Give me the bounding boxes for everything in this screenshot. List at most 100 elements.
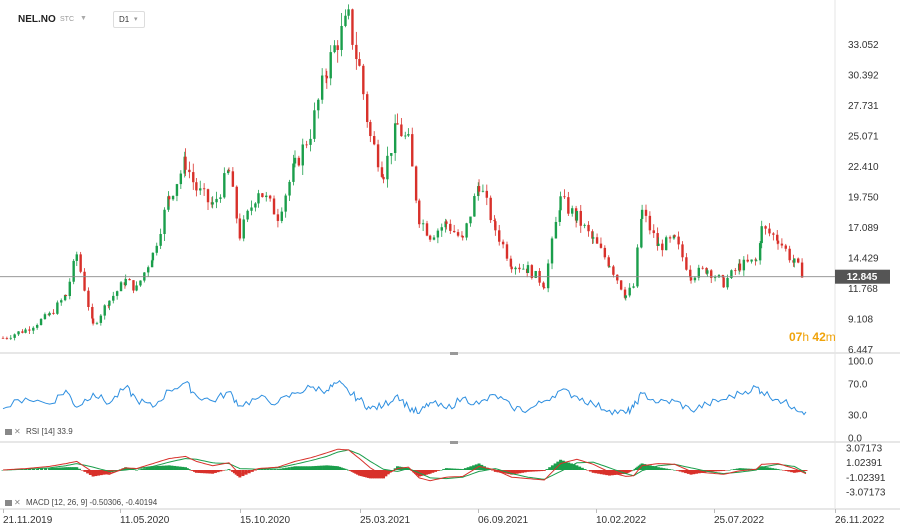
candle-body bbox=[485, 190, 489, 198]
macd-histogram-bar bbox=[208, 470, 212, 474]
candle-body bbox=[195, 182, 198, 191]
macd-histogram-bar bbox=[211, 470, 215, 474]
candle-body bbox=[657, 243, 660, 246]
candle-body bbox=[344, 15, 347, 26]
candle-body bbox=[107, 305, 110, 307]
macd-histogram-bar bbox=[588, 470, 592, 472]
macd-histogram-bar bbox=[559, 459, 563, 470]
candle-body bbox=[730, 270, 733, 279]
close-icon[interactable]: ✕ bbox=[14, 498, 21, 507]
symbol-label[interactable]: NEL.NO bbox=[18, 14, 56, 25]
candle-body bbox=[132, 280, 135, 291]
candle-body bbox=[425, 223, 429, 236]
macd-histogram-bar bbox=[421, 470, 425, 476]
macd-histogram-bar bbox=[86, 470, 90, 474]
candle-body bbox=[701, 267, 704, 269]
candle-body bbox=[317, 99, 320, 111]
macd-histogram-bar bbox=[148, 466, 152, 470]
candle-body bbox=[293, 157, 297, 164]
timeframe-select[interactable]: D1 ▾ bbox=[113, 11, 145, 28]
price-axis: 33.052 30.392 27.731 25.071 22.410 19.750 17.0… bbox=[848, 40, 879, 356]
last-price-marker: 12.845 bbox=[0, 269, 890, 284]
price-tick-label: 19.750 bbox=[848, 193, 879, 204]
market-dropdown-icon[interactable]: ▼ bbox=[80, 15, 87, 22]
macd-histogram-bar bbox=[367, 470, 371, 478]
candle-body bbox=[776, 234, 779, 241]
candle-body bbox=[542, 282, 545, 288]
candle-body bbox=[21, 331, 24, 333]
candle-body bbox=[498, 230, 501, 242]
candle-body bbox=[265, 195, 268, 198]
candle-body bbox=[414, 166, 418, 201]
candle-body bbox=[473, 196, 476, 217]
rsi-tick-label: 100.0 bbox=[848, 357, 873, 368]
macd-histogram-bar bbox=[154, 466, 158, 470]
macd-histogram-bar bbox=[162, 465, 166, 470]
candle-body bbox=[115, 291, 119, 296]
macd-histogram-bar bbox=[482, 466, 486, 470]
candle-body bbox=[793, 258, 796, 263]
macd-histogram-bar bbox=[216, 470, 220, 473]
macd-histogram-bar bbox=[765, 467, 769, 470]
macd-histogram-bar bbox=[205, 470, 209, 474]
macd-histogram-bar bbox=[53, 467, 57, 470]
candle-body bbox=[607, 257, 610, 267]
macd-histogram-bar bbox=[651, 465, 655, 470]
time-axis: 21.11.2019 11.05.2020 15.10.2020 25.03.2021… bbox=[3, 509, 885, 526]
macd-histogram-bar bbox=[293, 466, 297, 470]
macd-histogram-bar bbox=[578, 466, 582, 470]
candle-body bbox=[257, 193, 260, 204]
settings-icon[interactable] bbox=[5, 428, 12, 435]
candle-body bbox=[56, 302, 59, 314]
price-tick-label: 25.071 bbox=[848, 132, 879, 143]
candle-body bbox=[52, 312, 55, 314]
macd-histogram-bar bbox=[469, 466, 473, 470]
candle-body bbox=[619, 280, 623, 290]
macd-histogram-bar bbox=[613, 470, 617, 475]
macd-histogram-bar bbox=[140, 468, 144, 470]
market-label[interactable]: STC bbox=[60, 16, 74, 23]
macd-histogram-bar bbox=[583, 469, 587, 470]
candle-body bbox=[400, 124, 403, 137]
macd-histogram-bar bbox=[518, 470, 522, 474]
candle-body bbox=[587, 224, 590, 232]
candle-body bbox=[489, 197, 492, 221]
macd-histogram-bar bbox=[572, 464, 576, 470]
time-tick-label: 21.11.2019 bbox=[3, 515, 53, 526]
macd-histogram-bar bbox=[779, 469, 783, 471]
macd-histogram-bar bbox=[222, 470, 226, 471]
macd-histogram-bar bbox=[564, 461, 568, 470]
macd-histogram-bar bbox=[260, 469, 264, 470]
macd-histogram-bar bbox=[760, 466, 764, 470]
time-tick-label: 10.02.2022 bbox=[596, 515, 646, 526]
candle-body bbox=[689, 277, 693, 281]
macd-histogram-bar bbox=[735, 468, 739, 470]
rsi-tick-label: 70.0 bbox=[848, 380, 868, 391]
candle-body bbox=[305, 144, 308, 146]
macd-histogram-bar bbox=[88, 470, 92, 475]
macd-histogram-bar bbox=[156, 465, 160, 470]
macd-histogram-bar bbox=[193, 470, 197, 472]
macd-histogram-bar bbox=[667, 469, 671, 470]
price-tick-label: 6.447 bbox=[848, 345, 873, 356]
macd-histogram-bar bbox=[776, 469, 780, 470]
rsi-legend-label: RSI [14] bbox=[25, 427, 55, 436]
candle-body bbox=[150, 260, 154, 268]
macd-histogram-bar bbox=[352, 470, 356, 473]
macd-histogram-bar bbox=[284, 467, 288, 470]
candle-body bbox=[309, 138, 312, 145]
macd-panel bbox=[1, 448, 808, 482]
candle-body bbox=[103, 305, 106, 316]
rsi-legend-value: 33.9 bbox=[57, 427, 73, 436]
candle-body bbox=[623, 289, 627, 298]
close-icon[interactable]: ✕ bbox=[14, 427, 21, 436]
settings-icon[interactable] bbox=[5, 499, 12, 506]
candle-body bbox=[28, 329, 31, 331]
macd-histogram-bar bbox=[540, 470, 544, 472]
macd-histogram-bar bbox=[327, 465, 331, 470]
countdown-minutes: 42 bbox=[812, 330, 826, 344]
rsi-tick-label: 0.0 bbox=[848, 434, 862, 445]
last-price-text: 12.845 bbox=[847, 272, 878, 283]
candle-body bbox=[514, 267, 517, 270]
